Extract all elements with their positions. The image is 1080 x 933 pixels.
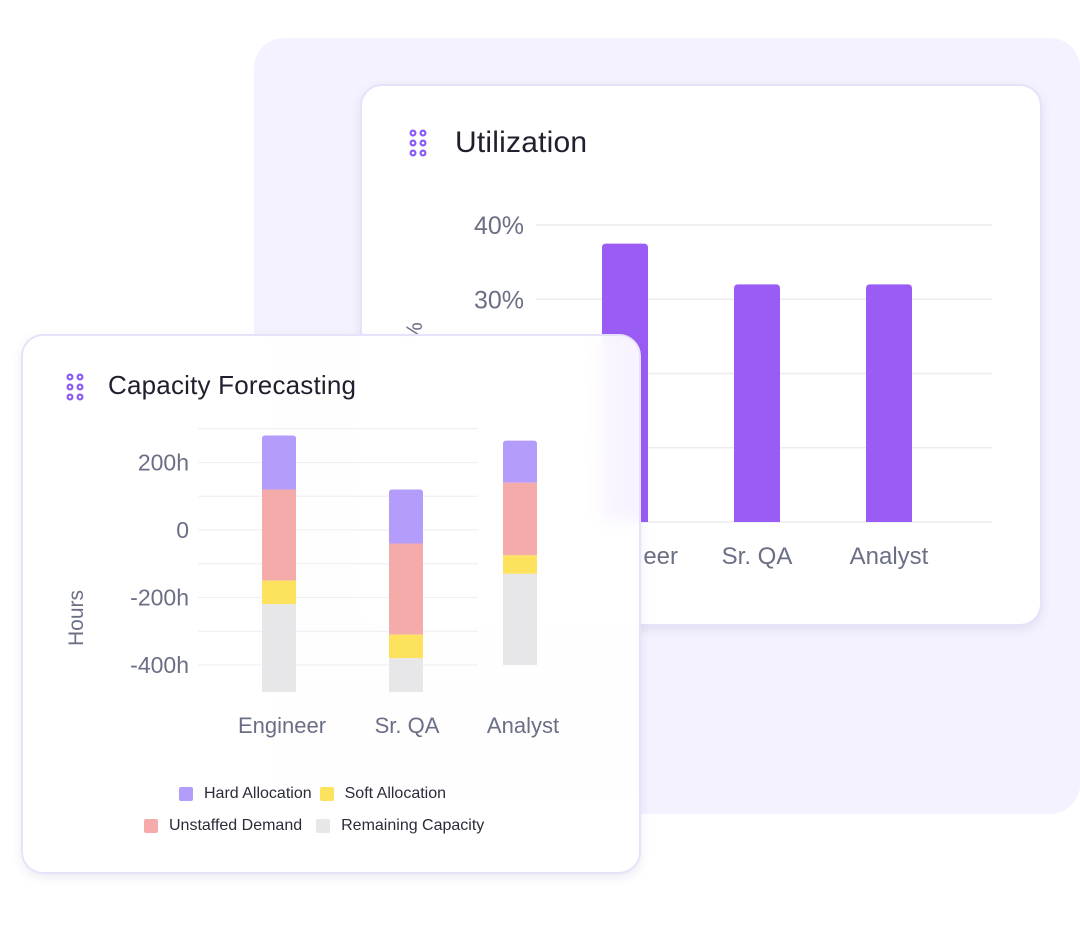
stacked-bar-segment	[389, 543, 423, 635]
legend-item-unstaffed: Unstaffed Demand	[144, 817, 302, 835]
stacked-bar-segment	[389, 658, 423, 692]
stacked-bar-segment	[389, 634, 423, 659]
legend-row-1: Hard Allocation Soft Allocation	[179, 785, 454, 803]
x-tick-label: Engineer	[238, 713, 326, 738]
capacity-title: Capacity Forecasting	[108, 370, 357, 400]
x-tick-label: eer	[643, 543, 678, 570]
drag-handle-icon[interactable]	[408, 128, 430, 160]
stacked-bar-segment	[389, 489, 423, 544]
y-axis-label: Hours	[65, 590, 88, 646]
legend-label: Soft Allocation	[344, 785, 447, 802]
legend-label: Remaining Capacity	[341, 817, 485, 834]
y-tick-label: 40%	[474, 212, 524, 240]
capacity-chart: 200h 0 -200h -400h Hours Engineer Sr. QA Analys…	[65, 428, 559, 738]
legend-swatch	[319, 787, 334, 801]
stacked-bar-segment	[503, 482, 537, 556]
legend-item-hard: Hard Allocation	[179, 785, 312, 803]
y-tick-label: 200h	[138, 450, 189, 476]
drag-handle-icon[interactable]	[65, 372, 87, 404]
legend-row-2: Unstaffed Demand Remaining Capacity	[144, 817, 492, 835]
stacked-bar-segment	[262, 604, 296, 692]
legend-label: Unstaffed Demand	[169, 817, 303, 834]
legend-swatch	[144, 819, 158, 833]
legend-item-soft: Soft Allocation	[319, 785, 447, 803]
utilization-bar	[866, 284, 912, 522]
legend-label: Hard Allocation	[204, 785, 312, 802]
utilization-bar	[734, 284, 780, 522]
x-tick-label: Sr. QA	[722, 543, 793, 570]
stacked-bar-segment	[503, 440, 537, 483]
stacked-bar-segment	[503, 573, 537, 665]
stacked-bar-segment	[262, 435, 296, 490]
stacked-bar-segment	[262, 489, 296, 581]
x-tick-label: Analyst	[850, 543, 929, 570]
y-tick-label: -400h	[130, 652, 189, 678]
stacked-bar-segment	[262, 580, 296, 605]
y-tick-label: 30%	[474, 286, 524, 314]
x-tick-label: Sr. QA	[375, 713, 440, 738]
legend-swatch	[316, 819, 331, 833]
y-tick-label: -200h	[130, 585, 189, 611]
utilization-title: Utilization	[455, 126, 588, 159]
legend-swatch	[179, 787, 193, 801]
y-tick-label: 0	[176, 517, 189, 543]
x-tick-label: Analyst	[487, 713, 559, 738]
legend-item-remaining: Remaining Capacity	[316, 817, 484, 835]
stacked-bar-segment	[503, 555, 537, 574]
capacity-card: Capacity Forecasting 200h 0 -200h -400h Hour…	[21, 334, 641, 874]
